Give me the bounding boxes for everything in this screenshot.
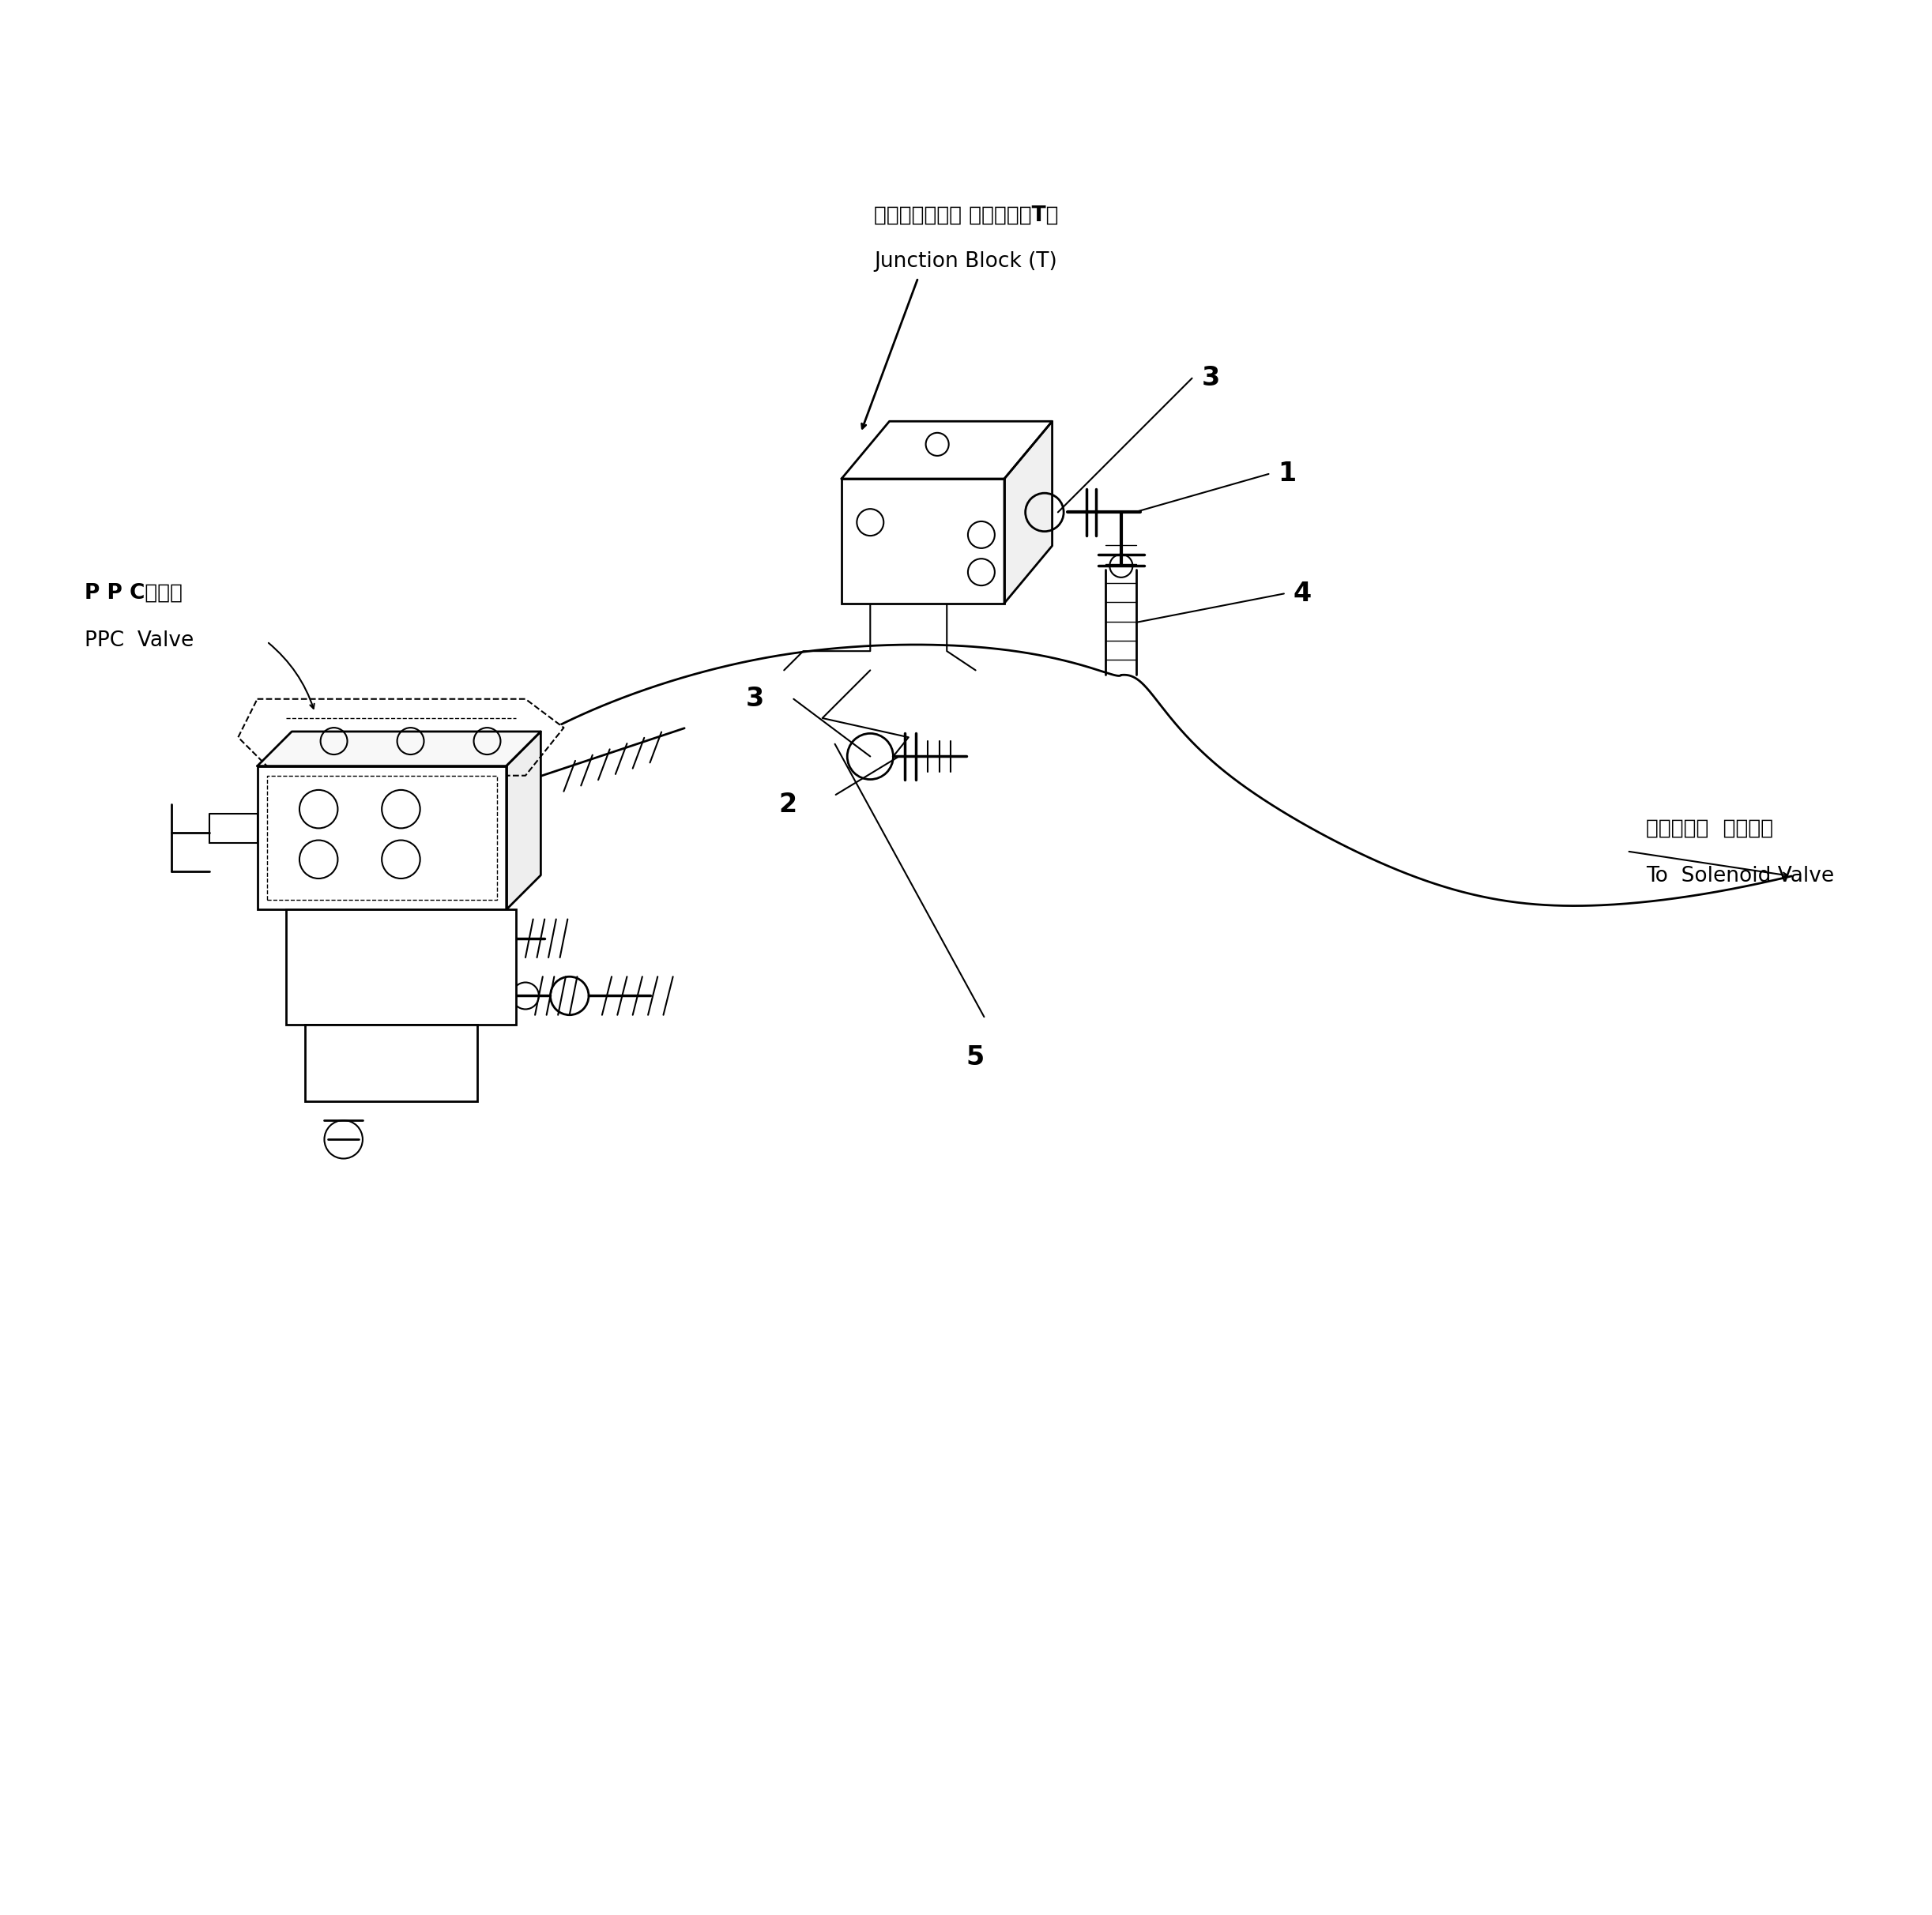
Bar xyxy=(257,766,506,910)
Text: 4: 4 xyxy=(1294,580,1312,607)
Text: P P Cバルブ: P P Cバルブ xyxy=(85,582,184,603)
Polygon shape xyxy=(842,421,1053,479)
Bar xyxy=(267,776,497,900)
Bar xyxy=(305,1025,477,1101)
Polygon shape xyxy=(257,732,541,766)
Text: ジャンクション ブロック（T）: ジャンクション ブロック（T） xyxy=(873,205,1059,226)
Text: ソレノイド  バルブへ: ソレノイド バルブへ xyxy=(1646,818,1774,839)
Polygon shape xyxy=(209,814,257,843)
Polygon shape xyxy=(506,732,541,910)
Bar xyxy=(286,910,516,1025)
Text: Junction Block (T): Junction Block (T) xyxy=(875,251,1057,272)
Text: 5: 5 xyxy=(966,1044,985,1070)
Bar xyxy=(842,479,1005,603)
Text: 3: 3 xyxy=(1202,366,1219,391)
Polygon shape xyxy=(238,699,564,776)
Text: PPC  Valve: PPC Valve xyxy=(85,630,193,651)
Text: 3: 3 xyxy=(746,686,763,712)
Text: 2: 2 xyxy=(779,791,796,818)
Text: 1: 1 xyxy=(1279,462,1296,486)
Polygon shape xyxy=(1005,421,1053,603)
Text: To  Solenoid Valve: To Solenoid Valve xyxy=(1646,866,1833,887)
